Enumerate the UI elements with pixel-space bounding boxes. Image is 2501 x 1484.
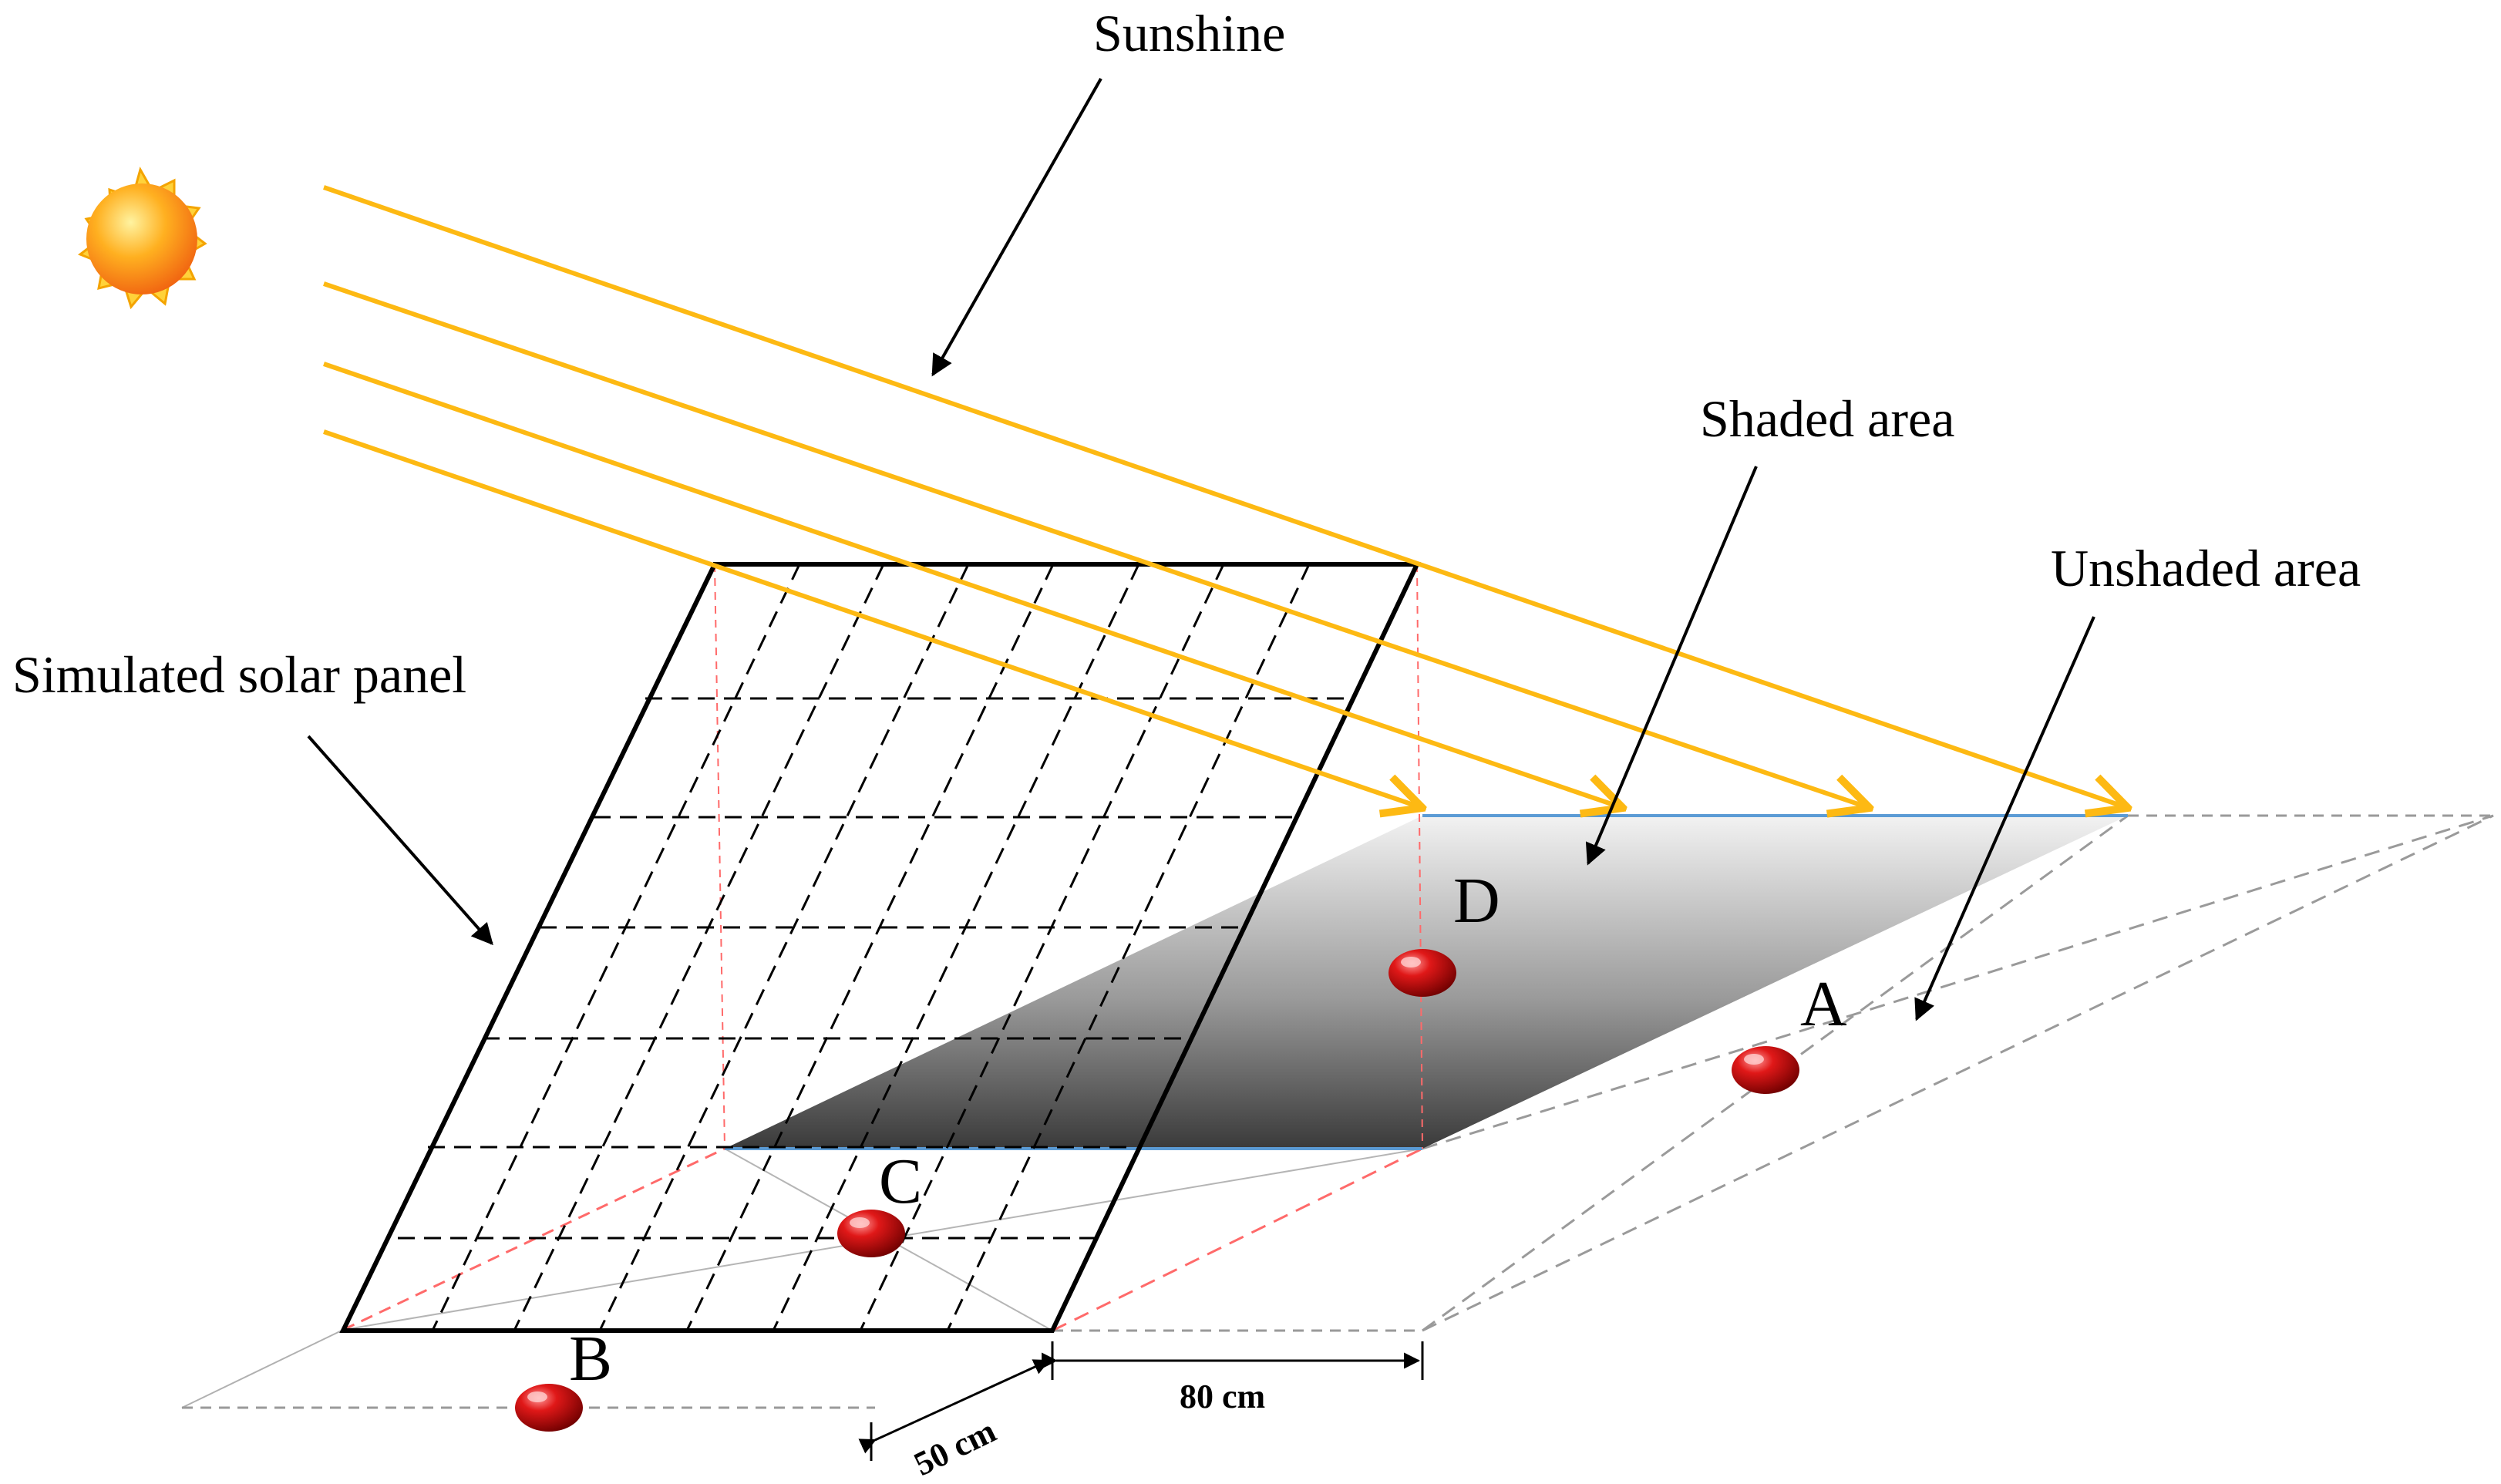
shaded-area-label: Shaded area — [1700, 389, 1954, 448]
projection-lines — [714, 564, 1423, 1149]
shaded-area-pointer — [1585, 466, 1758, 866]
point-label-a: A — [1800, 968, 1847, 1040]
unshaded-area-pointer — [1914, 616, 2095, 1021]
dimension-80cm: 80 cm — [1042, 1341, 1424, 1415]
sensor-d — [1389, 949, 1456, 997]
panel-label: Simulated solar panel — [12, 645, 466, 704]
sensor-a — [1732, 1046, 1799, 1094]
sunshine-pointer — [931, 78, 1102, 377]
panel-pointer — [307, 735, 493, 946]
dimension-width-label: 80 cm — [1180, 1378, 1265, 1415]
sun-icon — [77, 167, 207, 310]
panel-grid — [398, 564, 1348, 1333]
sun-rays — [323, 185, 2128, 808]
sensor-c — [837, 1210, 905, 1257]
point-label-d: D — [1453, 865, 1500, 937]
sunshine-label: Sunshine — [1093, 4, 1285, 62]
solar-panel-outline — [339, 562, 1421, 1333]
sensor-b — [515, 1384, 583, 1432]
dimension-depth-label: 50 cm — [908, 1412, 1001, 1483]
unshaded-area-label: Unshaded area — [2051, 539, 2361, 597]
dimension-50cm: 50 cm — [858, 1341, 1054, 1483]
point-label-b: B — [569, 1323, 612, 1395]
point-label-c: C — [879, 1146, 922, 1217]
